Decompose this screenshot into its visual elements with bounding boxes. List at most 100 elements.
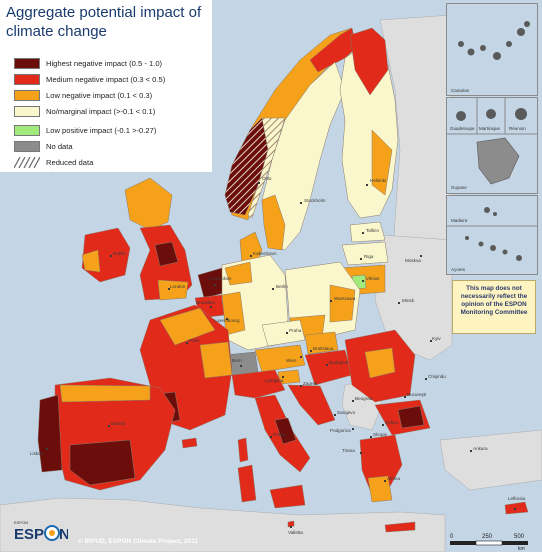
place-tallinn: Tallinn xyxy=(366,228,379,233)
place-bucuresti: Bucureşti xyxy=(407,392,426,397)
region-france-north xyxy=(159,307,216,346)
legend-label: Low positive impact (-0.1 >-0.27) xyxy=(46,126,157,135)
place-moskva: Moskva xyxy=(405,258,421,263)
place-sofiya: Sofiya xyxy=(385,420,398,425)
scale-unit: km xyxy=(518,546,525,550)
place-paris: Paris xyxy=(189,338,200,343)
espon-logo: ESP N ESPON xyxy=(14,520,68,543)
inset-label-martinique: Martinique xyxy=(479,126,501,131)
region-austria xyxy=(254,344,306,373)
inset-label-guyane: Guyane xyxy=(451,185,467,190)
region-sicily xyxy=(269,484,306,509)
place-valletta: Valletta xyxy=(288,530,303,535)
region-sardinia xyxy=(237,464,257,503)
region-france-east xyxy=(199,341,233,379)
legend-item-low-positive: Low positive impact (-0.1 >-0.27) xyxy=(14,124,156,137)
legend-label: No/marginal impact (>-0.1 < 0.1) xyxy=(46,107,156,116)
inset-caribbean-reunion-guyane: Guadeloupe Martinique Réunion Guyane xyxy=(446,97,538,194)
place-luxembourg: Luxembourg xyxy=(214,318,240,323)
region-latvia xyxy=(341,241,389,266)
place-ljubljana: Ljubljana xyxy=(265,378,284,383)
legend-item-reduced-data: Reduced data xyxy=(14,156,93,169)
region-bulgaria-dark xyxy=(397,405,425,429)
region-germany-west xyxy=(221,291,246,336)
place-oslo: Oslo xyxy=(262,176,272,181)
inset-label-canarias: Canarias xyxy=(451,88,470,93)
place-tirana: Tirana xyxy=(342,448,355,453)
inset-canarias-map xyxy=(458,21,530,60)
region-balearic xyxy=(181,437,198,449)
region-spain-south-dark xyxy=(69,439,136,486)
region-corsica xyxy=(237,437,249,463)
place-vilnius: Vilnius xyxy=(366,276,380,281)
espon-logo-text: ESPON xyxy=(14,520,28,525)
inset-caribbean-map xyxy=(447,98,537,185)
place-kyiv: Kyiv xyxy=(432,336,441,341)
place-roma: Roma xyxy=(273,432,286,437)
legend-panel: Aggregate potential impact of climate ch… xyxy=(0,0,212,172)
scale-tick-250: 250 xyxy=(482,534,493,540)
place-podgorica: Podgorica xyxy=(330,428,351,433)
place-berlin: Berlin xyxy=(276,284,288,289)
legend-item-no-marginal: No/marginal impact (>-0.1 < 0.1) xyxy=(14,105,155,118)
region-ireland-west xyxy=(81,249,101,273)
scale-bar: 0 250 500 km xyxy=(450,534,528,550)
region-cyprus xyxy=(504,501,529,515)
place-minsk: Minsk xyxy=(402,298,415,303)
region-norway-inland xyxy=(247,117,286,219)
legend-label: No data xyxy=(46,142,73,151)
region-spain-north xyxy=(59,384,151,403)
inset-label-madeira: Madeira xyxy=(451,218,468,223)
place-sarajevo: Sarajevo xyxy=(337,410,356,415)
place-london: London xyxy=(170,284,186,289)
svg-text:ESP: ESP xyxy=(14,526,44,543)
legend-swatch xyxy=(14,90,40,101)
place-helsinki: Helsinki xyxy=(370,178,386,183)
place-ankara: Ankara xyxy=(473,446,488,451)
region-estonia xyxy=(349,221,386,243)
region-italy-north xyxy=(231,369,286,399)
legend-swatch xyxy=(14,74,40,85)
map-title: Aggregate potential impact of climate ch… xyxy=(6,4,202,40)
place-athina: Athina xyxy=(387,476,400,481)
region-greece-south xyxy=(367,475,393,503)
place-budapest: Budapest xyxy=(329,360,349,365)
place-chisinau: Chişinău xyxy=(428,374,446,379)
region-malta xyxy=(287,520,295,528)
region-czechia xyxy=(261,319,306,347)
place-warszawa: Warszawa xyxy=(334,296,356,301)
legend-label: Reduced data xyxy=(46,158,94,167)
place-wien: Wien xyxy=(286,358,297,363)
legend-swatch xyxy=(14,141,40,152)
region-slovakia xyxy=(304,331,339,355)
inset-label-reunion: Réunion xyxy=(509,126,526,131)
inset-label-guadeloupe: Guadeloupe xyxy=(450,126,475,131)
legend-item-highest-negative: Highest negative impact (0.5 - 1.0) xyxy=(14,57,162,70)
non-espon-turkey xyxy=(439,429,542,491)
region-finland-north xyxy=(349,27,389,96)
place-lisboa: Lisboa xyxy=(30,451,44,456)
legend-label: Low negative impact (0.1 < 0.3) xyxy=(46,91,153,100)
region-croatia xyxy=(287,384,336,426)
legend-item-low-negative: Low negative impact (0.1 < 0.3) xyxy=(14,89,152,102)
region-crete xyxy=(384,521,416,533)
legend-label: Medium negative impact (0.3 < 0.5) xyxy=(46,75,166,84)
place-kobenhavn: København xyxy=(253,251,277,256)
copyright-credit: © IRPUD, ESPON Climate Project, 2011 xyxy=(78,538,199,545)
region-germany-north xyxy=(224,261,253,286)
svg-text:N: N xyxy=(59,526,68,543)
place-stockholm: Stockholm xyxy=(304,198,326,203)
inset-label-acores: Açores xyxy=(451,267,466,272)
place-bern: Bern xyxy=(232,358,242,363)
place-zagreb: Zagreb xyxy=(303,381,318,386)
region-sweden-south xyxy=(261,194,286,251)
inset-madeira-acores: Madeira Açores xyxy=(446,195,538,275)
legend-swatch xyxy=(14,125,40,136)
place-lefkosia: Lefkosia xyxy=(508,496,526,501)
place-bruxelles: Bruxelles xyxy=(196,300,216,305)
legend-swatch xyxy=(14,58,40,69)
place-beograd: Beograd xyxy=(355,396,373,401)
legend-item-medium-negative: Medium negative impact (0.3 < 0.5) xyxy=(14,73,165,86)
region-italy-dark xyxy=(274,417,297,445)
